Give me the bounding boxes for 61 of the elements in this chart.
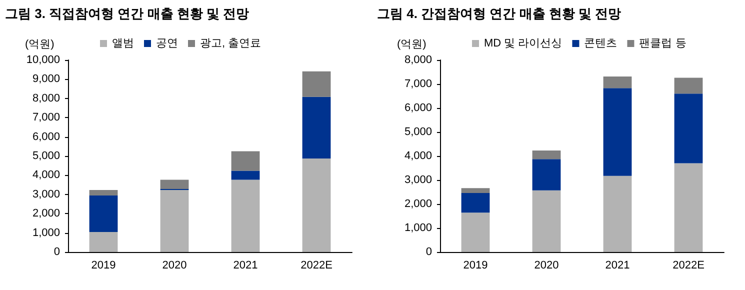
y-tick-label: 2,000 — [32, 208, 60, 220]
legend-label: 앨범 — [112, 38, 134, 50]
y-tick-label: 4,000 — [404, 150, 432, 162]
bar — [603, 88, 632, 176]
y-tick-label: 6,000 — [32, 130, 60, 143]
bar — [674, 78, 703, 94]
x-tick-label: 2019 — [91, 260, 116, 272]
y-tick-label: 8,000 — [404, 54, 432, 66]
bar — [603, 176, 632, 252]
bar — [461, 188, 490, 193]
bar — [674, 94, 703, 164]
bar — [674, 163, 703, 252]
y-tick-label: 1,000 — [32, 226, 60, 239]
y-tick-label: 5,000 — [404, 126, 432, 138]
bar — [461, 192, 490, 213]
bar — [89, 196, 118, 232]
chart-title: 그림 4. 간접참여형 연간 매출 현황 및 전망 — [377, 6, 622, 21]
bar — [160, 190, 189, 252]
y-tick-label: 9,000 — [32, 73, 60, 86]
y-tick-label: 6,000 — [404, 102, 432, 114]
y-tick-label: 3,000 — [32, 188, 60, 200]
x-tick-label: 2021 — [233, 260, 258, 272]
y-tick-label: 0 — [426, 246, 432, 258]
x-tick-label: 2021 — [605, 260, 630, 272]
bar — [302, 158, 331, 252]
x-tick-label: 2019 — [463, 260, 488, 272]
bar — [461, 212, 490, 252]
legend-label: 콘텐츠 — [584, 38, 618, 50]
y-tick-label: 8,000 — [32, 92, 60, 104]
legend-label: 공연 — [156, 38, 178, 50]
bar — [89, 232, 118, 252]
y-tick-label: 10,000 — [26, 54, 60, 66]
x-tick-label: 2020 — [162, 260, 187, 272]
y-tick-label: 7,000 — [404, 78, 432, 90]
bar — [603, 76, 632, 88]
legend-label: 광고, 출연료 — [200, 38, 262, 50]
bar — [89, 190, 118, 196]
chart-title: 그림 3. 직접참여형 연간 매출 현황 및 전망 — [5, 6, 250, 21]
y-tick-label: 5,000 — [32, 150, 60, 162]
bar — [532, 190, 561, 252]
y-tick-label: 0 — [54, 246, 60, 258]
legend-label: 팬클럽 등 — [639, 38, 686, 50]
y-tick-label: 1,000 — [404, 222, 432, 234]
bar — [231, 170, 260, 180]
x-tick-label: 2022E — [672, 260, 704, 272]
bar — [532, 150, 561, 160]
legend-label: MD 및 라이선싱 — [484, 38, 562, 50]
bar — [532, 159, 561, 190]
bar — [231, 180, 260, 252]
y-axis-title: (억원) — [397, 38, 426, 50]
bar — [302, 96, 331, 158]
y-tick-label: 3,000 — [404, 174, 432, 186]
y-tick-label: 7,000 — [32, 112, 60, 124]
y-axis-title: (억원) — [25, 38, 54, 50]
y-tick-label: 4,000 — [32, 169, 60, 182]
bar — [231, 151, 260, 171]
y-tick-label: 2,000 — [404, 198, 432, 210]
x-tick-label: 2022E — [300, 260, 332, 272]
x-tick-label: 2020 — [534, 260, 559, 272]
bar — [302, 71, 331, 97]
bar — [160, 180, 189, 190]
